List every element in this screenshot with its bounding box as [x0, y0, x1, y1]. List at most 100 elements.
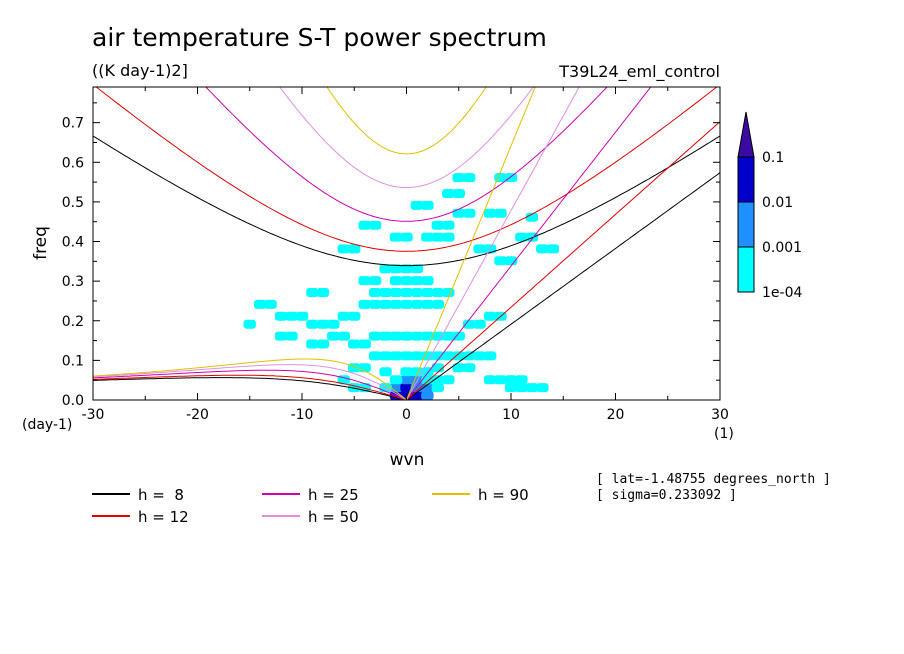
chart-title: air temperature S-T power spectrum [92, 23, 547, 52]
spectrum-cell-24 [295, 311, 309, 321]
spectrum-cell-21 [264, 299, 277, 309]
spectrum-cell-27 [327, 319, 340, 329]
spectrum-cell-118 [473, 244, 486, 254]
colorbar-band [737, 201, 755, 248]
colorbar: 1e-04 0.001 0.01 0.1 [737, 111, 802, 301]
spectrum-cell-35 [410, 299, 424, 309]
y-tick-label: 0.7 [62, 116, 84, 132]
spectrum-cell-136 [337, 244, 350, 254]
spectrum-cell-73 [463, 319, 476, 329]
spectrum-cell-62 [348, 339, 361, 349]
spectrum-cell-93 [463, 363, 476, 373]
spectrum-cell-29 [348, 311, 361, 321]
spectrum-cell-85 [452, 351, 465, 361]
spectrum-cell-17 [410, 367, 424, 377]
spectrum-cell-109 [442, 232, 455, 242]
spectrum-cells [243, 173, 559, 400]
spectrum-cell-80 [400, 351, 413, 361]
spectrum-cell-32 [379, 299, 392, 309]
spectrum-cell-25 [306, 319, 319, 329]
inertia-gravity-curve-h12 [95, 87, 718, 252]
spectrum-cell-12 [389, 375, 403, 385]
spectrum-cell-63 [358, 339, 371, 349]
kelvin-curve-h12 [406, 121, 720, 400]
x-tick-label: 20 [607, 407, 625, 423]
dispersion-curves [93, 87, 720, 400]
spectrum-cell-101 [536, 383, 549, 393]
inertia-gravity-curve-h50 [279, 87, 534, 188]
spectrum-cell-72 [452, 331, 465, 341]
spectrum-cell-139 [316, 288, 330, 297]
spectrum-cell-79 [389, 351, 403, 361]
spectrum-cell-18 [379, 367, 392, 377]
spectrum-cell-120 [494, 256, 507, 266]
y-tick-label: 0.0 [62, 393, 84, 409]
spectrum-cell-88 [483, 351, 497, 361]
lat-info: [ lat=-1.48755 degrees_north ] [596, 472, 831, 487]
spectrum-cell-123 [452, 189, 465, 198]
spectrum-cell-28 [337, 311, 350, 321]
x-tick-label: -30 [82, 407, 105, 423]
spectrum-cell-111 [442, 220, 455, 230]
spectrum-cell-82 [421, 351, 434, 361]
colorbar-label: 1e-04 [762, 285, 802, 301]
spectrum-cell-98 [504, 383, 518, 393]
spectrum-cell-108 [431, 232, 444, 242]
spectrum-cell-97 [515, 375, 528, 385]
spectrum-cell-135 [348, 244, 361, 254]
colorbar-band [737, 246, 755, 293]
spectrum-cell-33 [389, 299, 403, 309]
spectrum-cell-49 [400, 276, 413, 286]
spectrum-cell-106 [400, 232, 413, 242]
spectrum-cell-60 [327, 331, 340, 341]
spectrum-cell-133 [494, 208, 507, 218]
run-label: T39L24_eml_control [558, 62, 720, 82]
spectrum-cell-128 [410, 200, 424, 210]
spectrum-cell-47 [368, 276, 382, 286]
spectrum-cell-34 [400, 299, 413, 309]
spectrum-cell-66 [389, 331, 403, 341]
spectrum-cell-46 [358, 276, 371, 286]
x-tick-label: -20 [186, 407, 209, 423]
spectrum-cell-74 [473, 319, 486, 329]
spectrum-cell-56 [274, 331, 288, 341]
spectrum-cell-15 [442, 375, 455, 385]
spectrum-cell-64 [368, 331, 382, 341]
x-tick-label: 0 [402, 407, 411, 423]
legend-entry: h = 12 [138, 508, 189, 526]
spectrum-cell-48 [389, 276, 403, 286]
legend-entry: h = 25 [308, 486, 359, 504]
spectrum-cell-22 [274, 311, 288, 321]
y-unit-label: (day-1) [22, 417, 72, 433]
spectrum-cell-77 [368, 351, 382, 361]
legend: h = 8 h = 12 h = 25 h = 50 h = 90 [92, 486, 529, 526]
sigma-info: [ sigma=0.233092 ] [596, 488, 737, 503]
y-ticks: 0.0 0.1 0.2 0.3 0.4 0.5 0.6 0.7 [62, 102, 720, 409]
spectrum-cell-86 [463, 351, 476, 361]
y-tick-label: 0.2 [62, 314, 84, 330]
spectrum-cell-130 [358, 220, 371, 230]
spectrum-cell-69 [421, 331, 434, 341]
inertia-gravity-curve-h25 [205, 87, 608, 222]
rossby-curve-h12 [93, 374, 407, 400]
spectrum-cell-71 [442, 331, 455, 341]
colorbar-label: 0.1 [762, 150, 784, 166]
spectrum-cell-75 [483, 311, 497, 321]
spectrum-cell-45 [442, 288, 455, 297]
x-tick-label: 10 [502, 407, 520, 423]
kelvin-curve-h50 [406, 87, 580, 400]
spectrum-cell-65 [379, 331, 392, 341]
spectrum-cell-114 [515, 232, 528, 242]
colorbar-band [737, 156, 755, 203]
x-axis-label: wvn [390, 450, 425, 470]
spectrum-cell-50 [410, 276, 424, 286]
spectrum-cell-53 [389, 264, 403, 274]
spectrum-cell-129 [421, 200, 434, 210]
rossby-curve-h50 [93, 364, 407, 400]
spectrum-cell-5 [400, 383, 413, 393]
spectrum-cell-81 [410, 351, 424, 361]
spectrum-cell-99 [515, 383, 528, 393]
spectrum-cell-138 [306, 288, 319, 297]
spectrum-cell-10 [400, 375, 413, 385]
kelvin-curve-h8 [406, 172, 720, 400]
